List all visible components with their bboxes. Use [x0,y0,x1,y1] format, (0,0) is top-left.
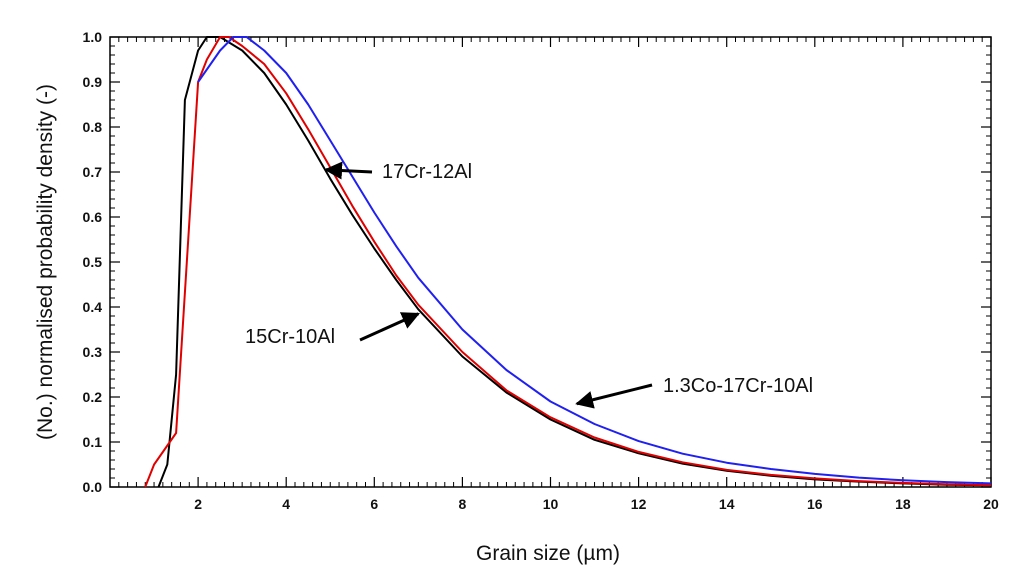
annotation-label-15cr-10al: 15Cr-10Al [245,326,335,348]
x-tick-label-4: 4 [282,496,290,512]
annotation-arrow-17cr-12al [324,161,373,180]
y-tick-label-0-3: 0.3 [83,344,103,360]
y-tick-label-1-0: 1.0 [83,29,103,45]
x-tick-label-14: 14 [719,496,735,512]
y-tick-label-0-5: 0.5 [83,254,103,270]
y-axis-title: (No.) normalised probability density (-) [34,84,57,440]
y-tick-label-0-0: 0.0 [83,479,103,495]
y-tick-label-0-6: 0.6 [83,209,103,225]
x-axis-title: Grain size (µm) [476,542,620,565]
x-tick-label-8: 8 [459,496,467,512]
y-tick-label-0-7: 0.7 [83,164,103,180]
y-tick-label-0-8: 0.8 [83,119,103,135]
series-layer [144,36,992,488]
annotation-layer: 17Cr-12Al 15Cr-10Al 1.3Co-17Cr-10Al [245,161,813,409]
x-tick-label-12: 12 [631,496,647,512]
x-tick-label-16: 16 [807,496,823,512]
y-tick-label-0-4: 0.4 [83,299,103,315]
series-line-red [144,36,992,488]
x-tick-label-2: 2 [194,496,202,512]
y-tick-label-0-9: 0.9 [83,74,103,90]
minor-ticks [110,37,991,487]
y-tick-label-0-1: 0.1 [83,434,103,450]
x-tick-label-18: 18 [895,496,911,512]
x-tick-label-20: 20 [983,496,999,512]
x-tick-label-6: 6 [370,496,378,512]
annotation-arrow-1-3co-17cr-10al [575,383,653,409]
y-tick-label-0-2: 0.2 [83,389,103,405]
series-line-blue [197,36,992,485]
annotation-label-17cr-12al: 17Cr-12Al [382,161,472,183]
annotation-arrow-15cr-10al [359,312,420,342]
x-tick-label-10: 10 [543,496,559,512]
annotation-label-1-3co-17cr-10al: 1.3Co-17Cr-10Al [663,375,813,397]
x-tick-labels: 2 4 6 8 10 12 14 16 18 20 [194,496,999,512]
y-tick-labels: 0.0 0.1 0.2 0.3 0.4 0.5 0.6 0.7 0.8 0.9 1.0 [83,29,103,495]
plot-frame [109,36,992,488]
